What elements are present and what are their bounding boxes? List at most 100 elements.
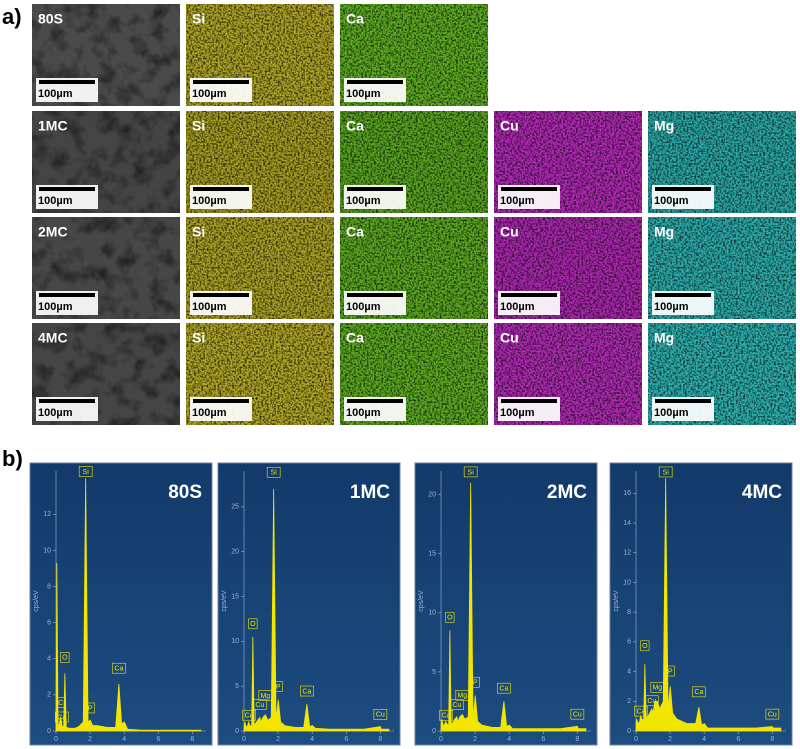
peak-label: Cu <box>376 712 385 719</box>
peak-label-box <box>658 466 673 478</box>
x-tick-label: 6 <box>156 736 160 743</box>
peak-label: Mg <box>457 693 467 700</box>
scale-bar-label: 100µm <box>38 88 73 100</box>
peak-label-box <box>692 686 706 698</box>
y-tick-label: 0 <box>627 728 631 735</box>
scale-bar-label: 100µm <box>38 407 73 419</box>
peak-label: Cu <box>255 702 264 709</box>
y-tick-label: 20 <box>231 549 239 556</box>
panel-label: b) <box>2 446 23 471</box>
chart-title: 4MC <box>742 482 782 503</box>
peak-label-box <box>60 652 70 663</box>
peak-label: O <box>62 655 68 662</box>
y-tick-label: 4 <box>47 656 51 663</box>
y-tick-label: 0 <box>432 728 436 735</box>
x-tick-label: 2 <box>276 736 280 743</box>
map-label: Si <box>192 224 205 240</box>
peak-label-box <box>645 695 659 707</box>
scale-bar-label: 100µm <box>500 301 535 313</box>
peak-label-box <box>248 618 258 630</box>
y-axis-label: cps/eV <box>613 590 620 612</box>
map-label: Si <box>192 118 205 134</box>
x-tick-label: 4 <box>507 736 511 743</box>
spectrum-panel <box>29 462 213 746</box>
peak-label: Ca <box>637 708 646 715</box>
spectrum-panel <box>414 462 598 746</box>
map-label: Ca <box>346 330 364 346</box>
peak-label-box <box>665 665 675 677</box>
peak-label-box <box>112 662 126 674</box>
peak-label: Cu <box>452 702 461 709</box>
map-label: Mg <box>654 224 674 240</box>
peak-label: Si <box>468 469 475 476</box>
x-tick-label: 8 <box>770 736 774 743</box>
y-axis-label: cps/eV <box>221 590 228 612</box>
map-label: Ca <box>346 224 364 240</box>
peak-label: P <box>668 668 673 675</box>
peak-label-box <box>463 466 478 478</box>
scale-bar-label: 100µm <box>38 195 73 207</box>
peak-label: Cu <box>647 698 656 705</box>
y-tick-label: 4 <box>627 668 631 675</box>
peak-label-box <box>634 705 648 717</box>
y-tick-label: 5 <box>432 669 436 676</box>
peak-label: Ca <box>499 686 508 693</box>
y-tick-label: 14 <box>623 520 631 527</box>
map-label: Si <box>192 11 205 27</box>
peak-label: Cu <box>768 711 777 718</box>
y-tick-label: 25 <box>231 504 239 511</box>
scale-bar-label: 100µm <box>654 195 689 207</box>
peak-label-box <box>450 699 464 711</box>
scale-bar-label: 100µm <box>38 301 73 313</box>
y-tick-label: 6 <box>627 639 631 646</box>
y-tick-label: 6 <box>47 620 51 627</box>
x-tick-label: 2 <box>473 736 477 743</box>
scale-bar-label: 100µm <box>192 88 227 100</box>
peak-label-box <box>373 709 388 720</box>
y-tick-label: 8 <box>47 583 51 590</box>
peak-label-box <box>439 710 453 721</box>
y-tick-label: 10 <box>231 638 239 645</box>
spectrum <box>635 478 782 732</box>
y-tick-label: 20 <box>428 491 436 498</box>
map-label: Si <box>192 330 205 346</box>
peak-label-box <box>54 711 69 723</box>
scale-bar-label: 100µm <box>654 407 689 419</box>
x-tick-label: 0 <box>634 736 638 743</box>
peak-label: P <box>473 680 478 687</box>
peak-label-box <box>300 685 314 697</box>
scale-bar-label: 100µm <box>346 195 381 207</box>
peak-label: Ca <box>442 713 451 720</box>
peak-label-box <box>570 708 585 720</box>
x-tick-label: 0 <box>242 736 246 743</box>
peak-label-box <box>765 708 780 720</box>
y-tick-label: 12 <box>43 511 51 518</box>
x-tick-label: 2 <box>668 736 672 743</box>
x-tick-label: 0 <box>54 736 58 743</box>
peak-label: Si <box>271 470 278 477</box>
x-tick-label: 8 <box>378 736 382 743</box>
peak-label-box <box>56 697 66 708</box>
y-tick-label: 12 <box>623 550 631 557</box>
map-label: Ca <box>346 11 364 27</box>
peak-label: Mg <box>260 693 270 700</box>
x-tick-label: 8 <box>190 736 194 743</box>
map-label: Mg <box>654 330 674 346</box>
y-tick-label: 8 <box>627 609 631 616</box>
map-label: 2MC <box>38 224 68 240</box>
x-tick-label: 6 <box>541 736 545 743</box>
x-tick-label: 4 <box>310 736 314 743</box>
scale-bar-label: 100µm <box>500 407 535 419</box>
y-axis-label: cps/eV <box>418 590 425 612</box>
peak-label: O <box>447 615 453 622</box>
map-label: 80S <box>38 11 63 27</box>
scale-bar-label: 100µm <box>192 407 227 419</box>
x-tick-label: 0 <box>439 736 443 743</box>
scale-bar-label: 100µm <box>192 195 227 207</box>
scale-bar-label: 100µm <box>346 88 381 100</box>
peak-label-box <box>85 702 95 714</box>
peak-label: Ca <box>245 713 254 720</box>
y-tick-label: 2 <box>627 698 631 705</box>
map-label: Ca <box>346 118 364 134</box>
